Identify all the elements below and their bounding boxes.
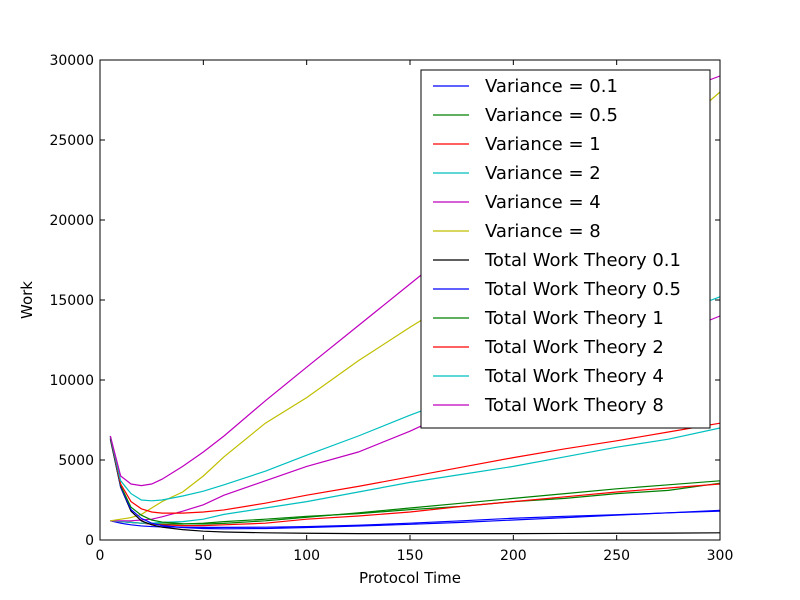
legend-label-8: Total Work Theory 1	[484, 308, 664, 329]
legend-label-3: Variance = 2	[485, 163, 601, 184]
series-line-6	[109, 439, 721, 535]
legend-label-11: Total Work Theory 8	[484, 395, 664, 416]
legend-label-6: Total Work Theory 0.1	[484, 250, 681, 271]
x-tick-label-1: 50	[194, 548, 212, 564]
y-tick-label-0: 0	[85, 533, 94, 549]
x-tick-label-0: 0	[96, 548, 105, 564]
legend-label-4: Variance = 4	[485, 192, 601, 213]
y-tick-label-6: 30000	[49, 53, 94, 69]
legend-label-1: Variance = 0.5	[485, 105, 618, 126]
legend: Variance = 0.1 Variance = 0.5 Variance = 1…	[420, 69, 711, 429]
series-line-3	[110, 427, 721, 524]
legend-label-7: Total Work Theory 0.5	[484, 279, 681, 300]
y-tick-label-4: 20000	[49, 213, 94, 229]
y-tick-label-3: 15000	[49, 293, 94, 309]
x-axis-label: Protocol Time	[359, 569, 461, 587]
y-axis-label: Work	[18, 281, 36, 319]
series-line-0	[110, 510, 721, 528]
legend-box	[420, 69, 711, 429]
ticks-layer: 0 50 100 150 200 250 300 0 5000 10000 15000 20000 25…	[49, 53, 733, 564]
series-line-9	[109, 422, 721, 514]
x-tick-label-3: 150	[397, 548, 424, 564]
x-tick-label-4: 200	[500, 548, 527, 564]
series-line-8	[109, 437, 721, 525]
legend-label-5: Variance = 8	[485, 221, 601, 242]
y-tick-label-5: 25000	[49, 133, 94, 149]
x-tick-label-2: 100	[293, 548, 320, 564]
y-tick-label-1: 5000	[58, 453, 94, 469]
legend-label-10: Total Work Theory 4	[484, 366, 664, 387]
legend-label-0: Variance = 0.1	[485, 76, 618, 97]
legend-label-9: Total Work Theory 2	[484, 337, 664, 358]
y-tick-label-2: 10000	[49, 373, 94, 389]
series-line-7	[109, 437, 721, 530]
series-line-1	[110, 482, 721, 525]
x-tick-label-5: 250	[603, 548, 630, 564]
legend-label-2: Variance = 1	[485, 134, 601, 155]
series-layer	[109, 75, 721, 535]
x-tick-label-6: 300	[707, 548, 734, 564]
